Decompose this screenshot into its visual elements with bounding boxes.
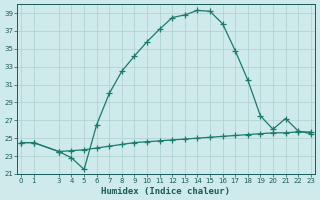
X-axis label: Humidex (Indice chaleur): Humidex (Indice chaleur) [101, 187, 230, 196]
